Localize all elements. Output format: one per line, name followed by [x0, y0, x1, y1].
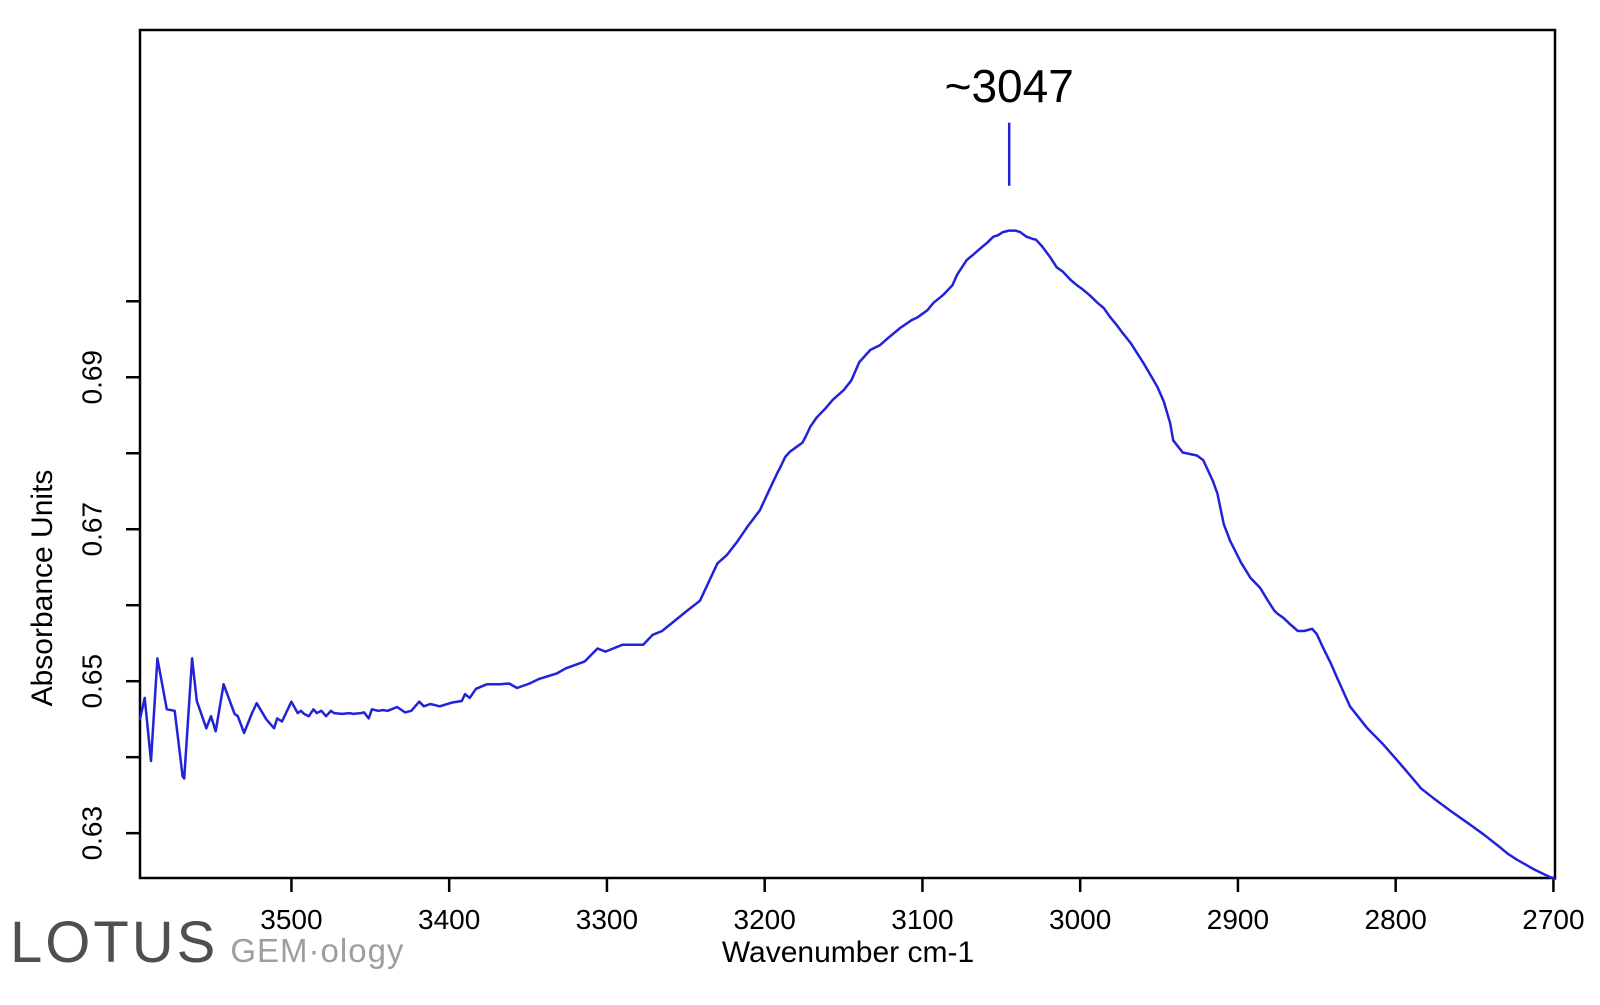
lotus-gemology-logo: LOTUS GEM·ology: [10, 914, 404, 972]
y-tick-label: 0.65: [77, 654, 108, 709]
x-tick-label: 3400: [418, 904, 480, 935]
spectrum-curve: [138, 229, 1557, 881]
x-tick-label: 2800: [1365, 904, 1427, 935]
logo-wordmark: LOTUS: [10, 910, 219, 975]
x-tick-label: 3500: [260, 904, 322, 935]
y-axis-title: Absorbance Units: [26, 470, 59, 707]
x-axis-ticks: 3500 3400 3300 3200 3100 3000 2900 2800 2700: [260, 878, 1585, 935]
x-tick-label: 3200: [734, 904, 796, 935]
y-tick-label: 0.69: [77, 350, 108, 405]
x-tick-label: 3300: [576, 904, 638, 935]
x-tick-label: 3100: [891, 904, 953, 935]
logo-tagline: GEM·ology: [230, 932, 405, 969]
y-tick-label: 0.63: [77, 806, 108, 861]
x-tick-label: 3000: [1049, 904, 1111, 935]
x-axis-title: Wavenumber cm-1: [722, 936, 974, 969]
x-tick-label: 2900: [1207, 904, 1269, 935]
peak-annotation-label: ~3047: [945, 60, 1074, 112]
y-axis-ticks: 0.63 0.65 0.67 0.69: [77, 300, 140, 861]
y-tick-label: 0.67: [77, 502, 108, 557]
x-tick-label: 2700: [1522, 904, 1584, 935]
plot-border: [138, 28, 1557, 880]
